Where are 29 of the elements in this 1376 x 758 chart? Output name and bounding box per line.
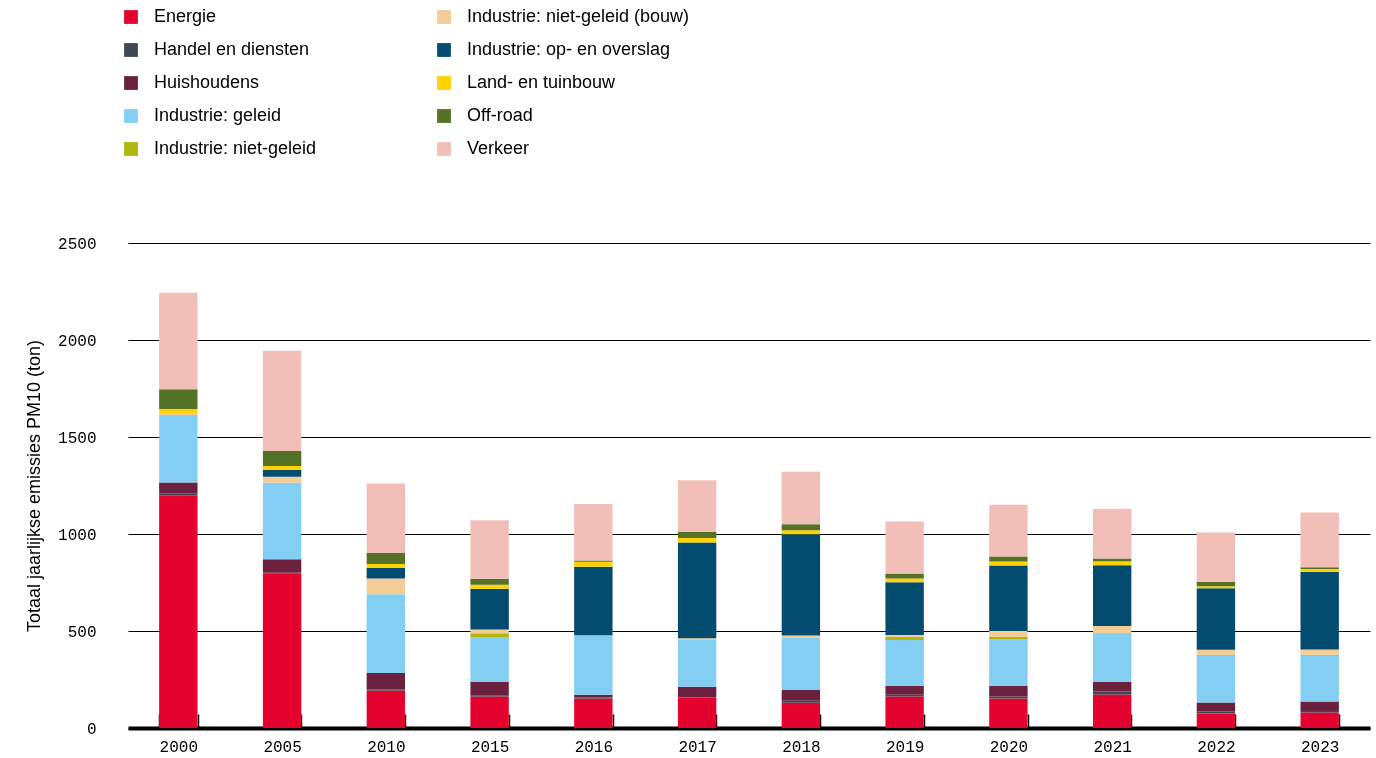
x-tick-label: 2023 [1300,738,1340,757]
legend-label: Handel en diensten [154,39,310,59]
y-tick-label: 0 [86,720,97,739]
legend-label: Huishoudens [154,72,260,92]
y-tick-label: 2000 [58,332,97,351]
x-tick-label: 2017 [678,738,717,757]
x-tick-label: 2022 [1197,738,1236,757]
x-tick-label: 2000 [159,738,199,757]
x-tick-label: 2019 [885,738,925,757]
legend-label: Industrie: op- en overslag [467,39,671,59]
y-tick-label: 1000 [58,526,97,545]
y-tick-label: 2500 [58,235,97,254]
x-tick-label: 2018 [782,738,821,757]
legend-label: Industrie: niet-geleid (bouw) [467,6,690,26]
legend-label: Verkeer [467,138,530,158]
x-tick-label: 2016 [574,738,614,757]
legend-label: Industrie: niet-geleid [154,138,317,158]
y-tick-label: 1500 [58,429,97,448]
legend-label: Land- en tuinbouw [467,72,617,92]
x-tick-label: 2021 [1093,738,1132,757]
legend-label: Industrie: geleid [154,105,282,125]
x-tick-label: 2015 [470,738,510,757]
x-tick-label: 2005 [263,738,302,757]
y-axis-title: Totaal jaarlijkse emissies PM10 (ton) [24,339,45,633]
legend-label: Energie [154,6,217,26]
x-tick-label: 2010 [367,738,406,757]
x-tick-label: 2020 [989,738,1029,757]
legend-label: Off-road [467,105,533,125]
y-tick-label: 500 [67,623,97,642]
